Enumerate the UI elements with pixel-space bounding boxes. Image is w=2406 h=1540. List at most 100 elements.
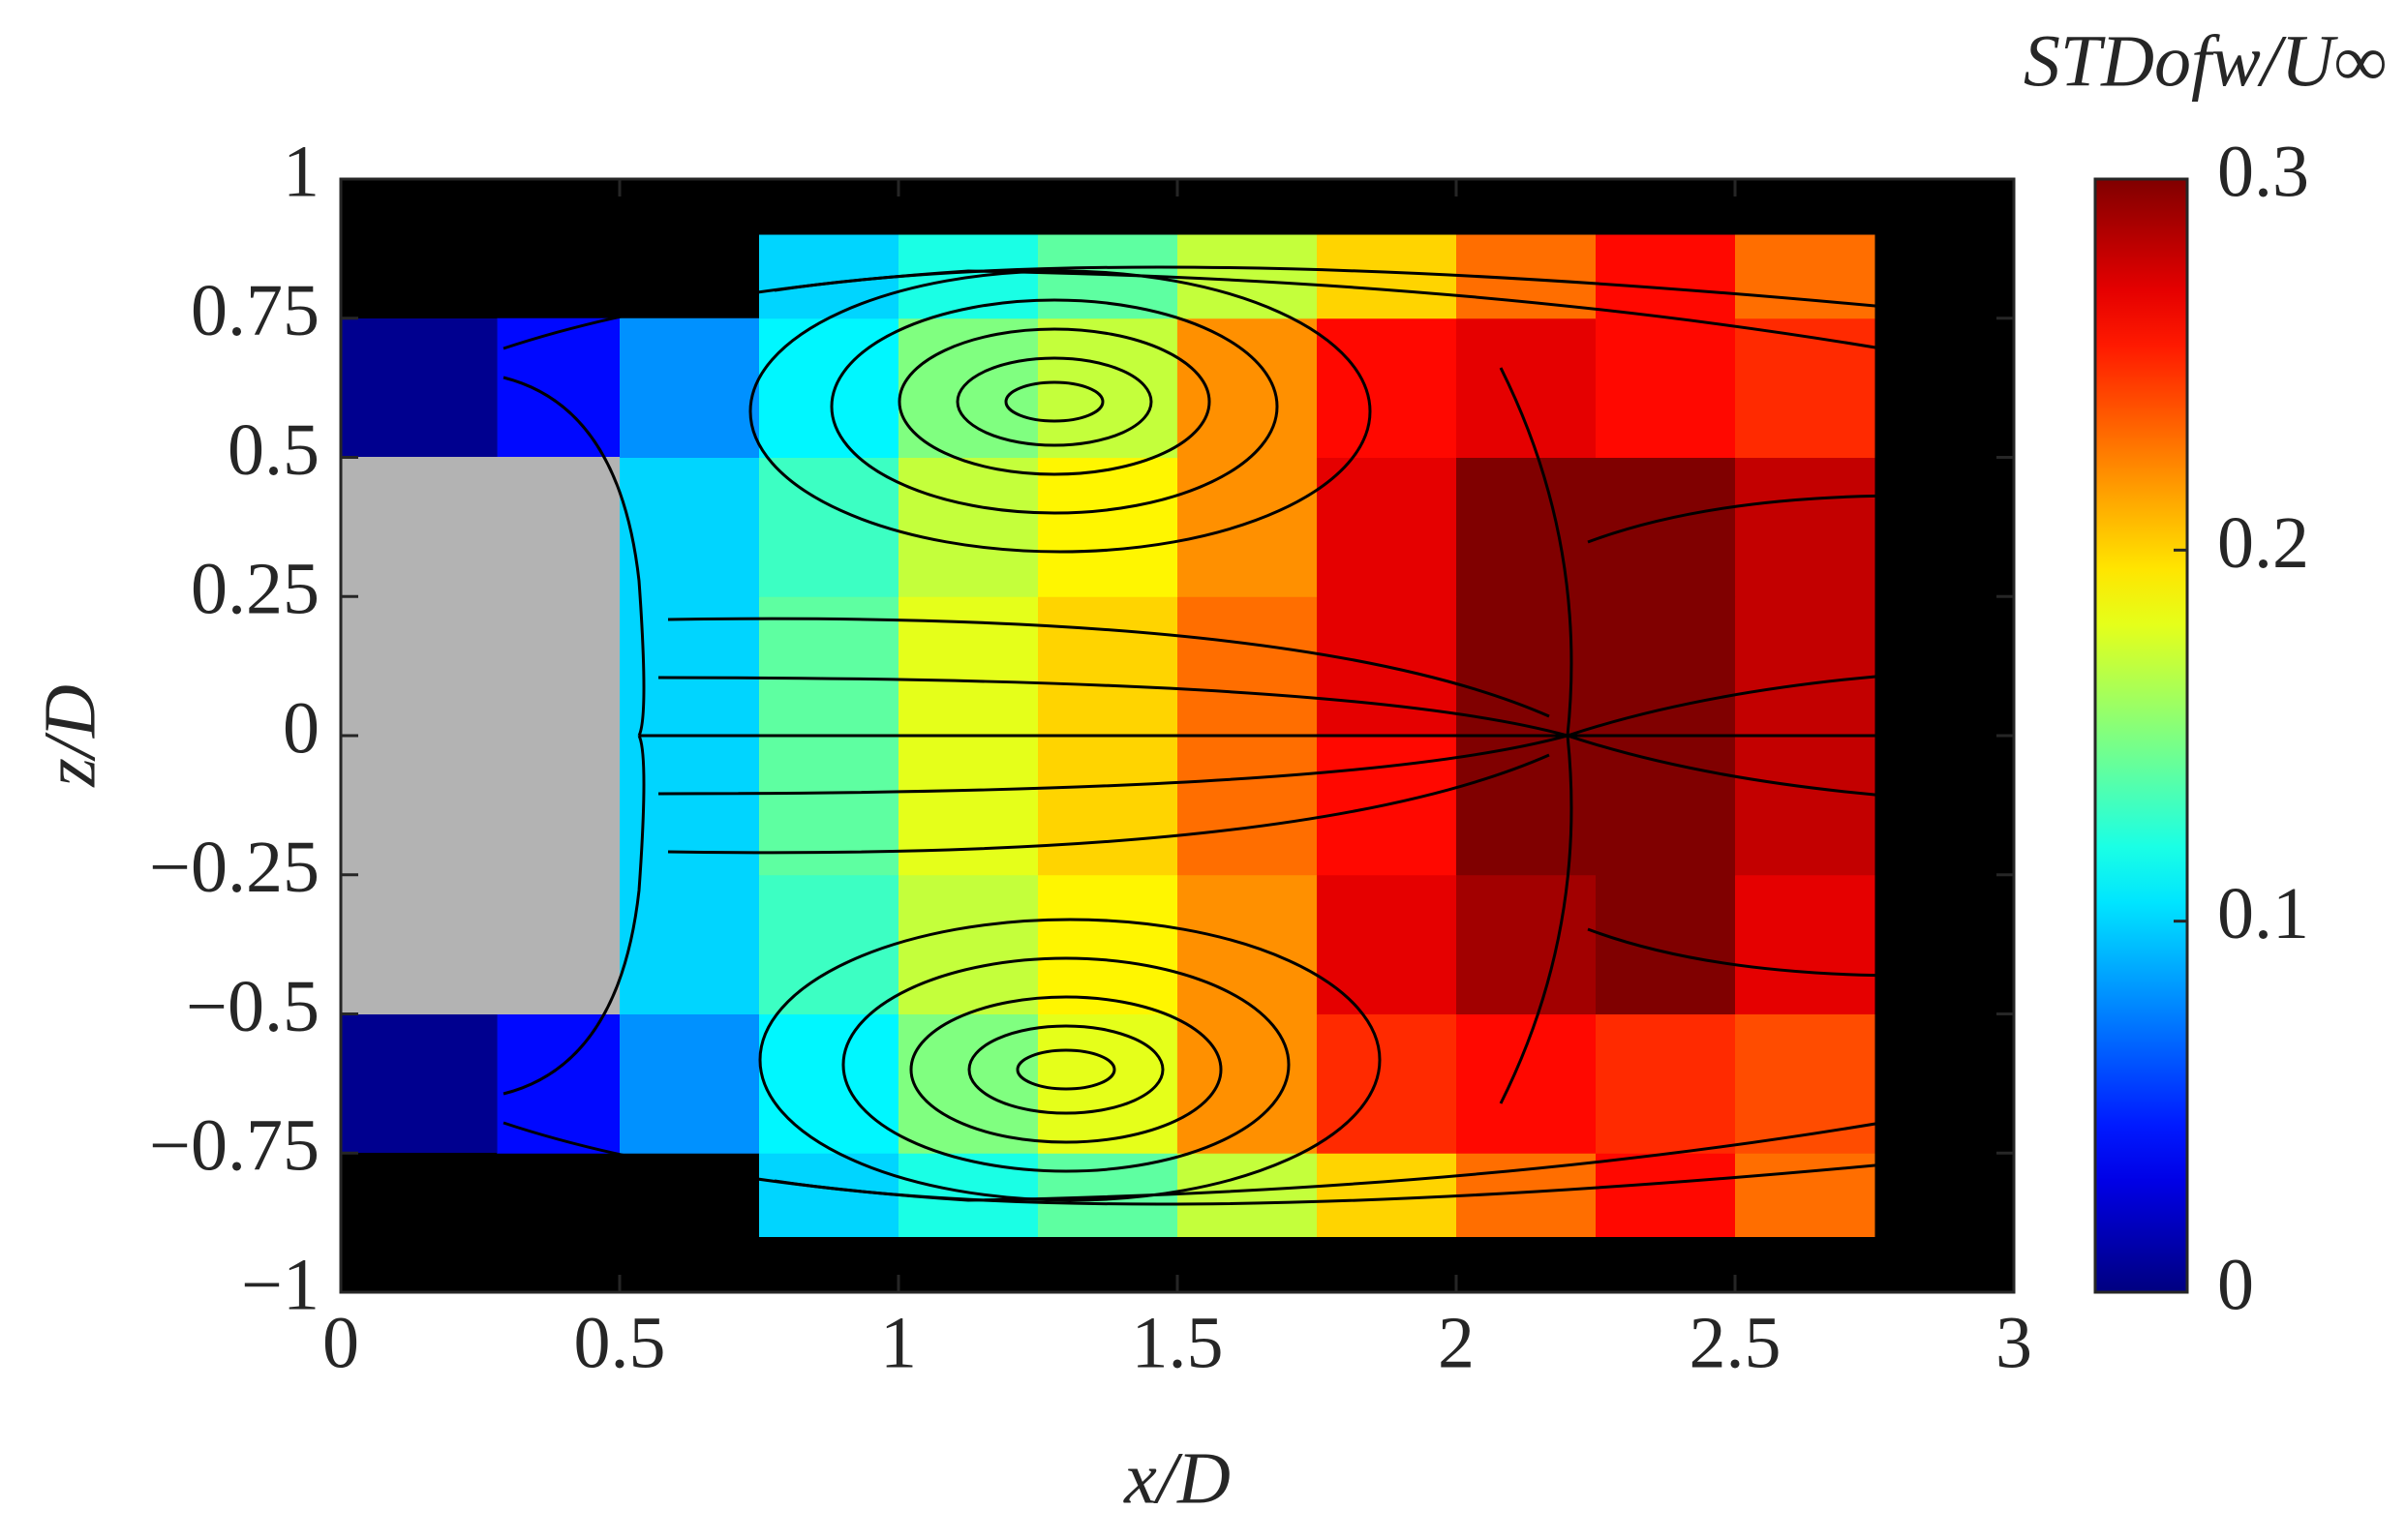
field-cell — [1735, 1153, 1875, 1237]
streamline — [1004, 380, 1105, 423]
field-cell — [620, 874, 760, 1014]
field-cell — [1735, 317, 1875, 458]
y-tick-label: −0.75 — [149, 1105, 320, 1187]
x-axis-label: x/D — [1123, 1437, 1231, 1519]
x-tick-label: 0.5 — [574, 1302, 666, 1383]
y-tick-label: 0.75 — [191, 270, 320, 351]
field — [497, 234, 1875, 1237]
y-tick-label: −0.25 — [149, 827, 320, 908]
field-cell — [898, 874, 1039, 1014]
field-cell — [1735, 874, 1875, 1014]
field-cell — [759, 874, 899, 1014]
field-cell — [620, 317, 760, 458]
field-cell — [1456, 736, 1597, 876]
streamline — [503, 1097, 2014, 1202]
streamline — [956, 356, 1153, 447]
field-cell — [1456, 317, 1597, 458]
streamline — [657, 734, 1568, 796]
field-cell — [898, 457, 1039, 597]
geometry — [341, 318, 620, 1153]
colorbar-tick-label: 0.2 — [2217, 502, 2309, 584]
field-cell — [1177, 317, 1318, 458]
field-cell — [497, 1013, 621, 1154]
wall-region — [341, 318, 497, 458]
field-cell — [1317, 874, 1457, 1014]
x-tick-label: 2.5 — [1690, 1302, 1782, 1383]
streamline — [909, 995, 1223, 1144]
body — [341, 457, 620, 1014]
field-cell — [1317, 1153, 1457, 1237]
field-cell — [620, 457, 760, 597]
field-cell — [1596, 596, 1736, 737]
y-tick-label: 1 — [283, 131, 320, 212]
field-cell — [1596, 234, 1736, 319]
field-cell — [1596, 457, 1736, 597]
field-cell — [1596, 874, 1736, 1014]
streamline — [774, 265, 2014, 321]
streamline — [841, 956, 1291, 1173]
streamline — [657, 676, 1568, 738]
streamline — [758, 918, 1382, 1202]
x-tick-label: 3 — [1995, 1302, 2032, 1383]
field-cell — [1038, 874, 1178, 1014]
field-cell — [1456, 457, 1597, 597]
field-cell — [1735, 596, 1875, 737]
field-cell — [1735, 234, 1875, 319]
field-cell — [1735, 736, 1875, 876]
field-cell — [759, 234, 899, 319]
field-cell — [1177, 457, 1318, 597]
field-cell — [759, 1013, 899, 1154]
streamline — [1567, 734, 2014, 805]
x-tick-label: 0 — [322, 1302, 359, 1383]
field-cell — [1177, 1013, 1318, 1154]
field-cell — [898, 736, 1039, 876]
streamline — [667, 753, 1550, 855]
field-cell — [759, 457, 899, 597]
field-cell — [1596, 1153, 1736, 1237]
streamline — [967, 1024, 1165, 1115]
field-cell — [1038, 457, 1178, 597]
colorbar-title: STDofw/U∞ — [2024, 20, 2387, 102]
field-cell — [898, 596, 1039, 737]
field-cell — [1177, 596, 1318, 737]
wall-region — [341, 1013, 497, 1153]
field-cell — [1456, 1013, 1597, 1154]
x-tick-label: 1.5 — [1132, 1302, 1224, 1383]
streamline — [830, 298, 1279, 515]
streamline — [1016, 1048, 1116, 1091]
colorbar-tick-label: 0.1 — [2217, 873, 2309, 954]
field-cell — [759, 1153, 899, 1237]
x-tick-label: 1 — [880, 1302, 917, 1383]
field-cell — [1177, 736, 1318, 876]
field-cell — [759, 317, 899, 458]
field-cell — [1317, 457, 1457, 597]
field-cell — [1317, 317, 1457, 458]
field-cell — [1596, 736, 1736, 876]
field-cell — [620, 1013, 760, 1154]
streamline — [1567, 666, 2014, 738]
field-cell — [1735, 457, 1875, 597]
y-tick-label: −1 — [241, 1244, 320, 1325]
field-cell — [497, 317, 621, 458]
streamline — [503, 269, 2014, 375]
x-tick-label: 2 — [1438, 1302, 1475, 1383]
streamline — [1587, 927, 2014, 978]
field-cell — [898, 1013, 1039, 1154]
field-cell — [1038, 317, 1178, 458]
streamline — [667, 617, 1550, 718]
field-cell — [759, 736, 899, 876]
streamline — [748, 269, 1372, 554]
colorbar — [2093, 177, 2189, 1294]
streamline — [774, 1150, 2014, 1206]
field-cell — [1456, 874, 1597, 1014]
field-cell — [1317, 1013, 1457, 1154]
streamline — [898, 327, 1211, 476]
y-tick-label: 0.5 — [228, 409, 320, 491]
y-axis-label: z/D — [29, 684, 110, 788]
field-cell — [1456, 596, 1597, 737]
field-cell — [1038, 736, 1178, 876]
field-cell — [1735, 1013, 1875, 1154]
colorbar-tick-label: 0.3 — [2217, 131, 2309, 212]
